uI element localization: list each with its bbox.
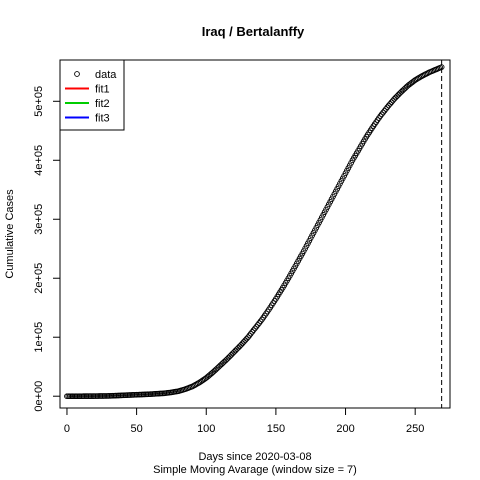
- legend-label-data: data: [95, 69, 117, 81]
- legend-data-symbol: [74, 71, 80, 77]
- data-point: [243, 335, 250, 342]
- x-tick-label: 100: [197, 423, 215, 435]
- chart-title: Iraq / Bertalanffy: [202, 24, 305, 39]
- x-tick-label: 150: [267, 423, 285, 435]
- legend-label-fit2: fit2: [95, 98, 110, 110]
- legend-label-fit1: fit1: [95, 84, 110, 96]
- x-axis-label: Days since 2020-03-08: [198, 451, 311, 463]
- x-tick-label: 50: [130, 423, 142, 435]
- y-axis: 0e+00 1e+05 2e+05 3e+05 4e+05 5e+05: [33, 86, 61, 412]
- y-tick-label: 4e+05: [33, 145, 45, 176]
- legend-box: [59, 59, 125, 131]
- data-point: [242, 337, 249, 344]
- data-point: [390, 97, 396, 104]
- y-tick-label: 2e+05: [33, 263, 45, 294]
- y-tick-label: 1e+05: [33, 322, 45, 353]
- data-point: [388, 99, 395, 106]
- data-point: [238, 342, 244, 348]
- x-tick-label: 200: [336, 423, 354, 435]
- data-points: [64, 64, 445, 400]
- x-tick-label: 0: [64, 423, 70, 435]
- data-point: [387, 101, 393, 107]
- y-tick-label: 0e+00: [33, 381, 45, 412]
- y-axis-label: Cumulative Cases: [4, 189, 16, 279]
- legend: data fit1 fit2 fit3: [59, 59, 125, 131]
- x-tick-label: 250: [406, 423, 424, 435]
- x-axis: 0 50 100 150 200 250: [64, 407, 424, 435]
- data-point: [385, 102, 392, 109]
- y-tick-label: 3e+05: [33, 204, 45, 235]
- legend-label-fit3: fit3: [95, 113, 110, 125]
- y-tick-label: 5e+05: [33, 86, 45, 117]
- data-point: [384, 104, 391, 111]
- data-point: [241, 338, 247, 345]
- x-axis-sublabel: Simple Moving Avarage (window size = 7): [153, 464, 357, 476]
- data-point: [239, 340, 246, 347]
